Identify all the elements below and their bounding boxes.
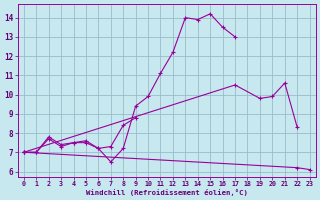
X-axis label: Windchill (Refroidissement éolien,°C): Windchill (Refroidissement éolien,°C) [86,189,248,196]
